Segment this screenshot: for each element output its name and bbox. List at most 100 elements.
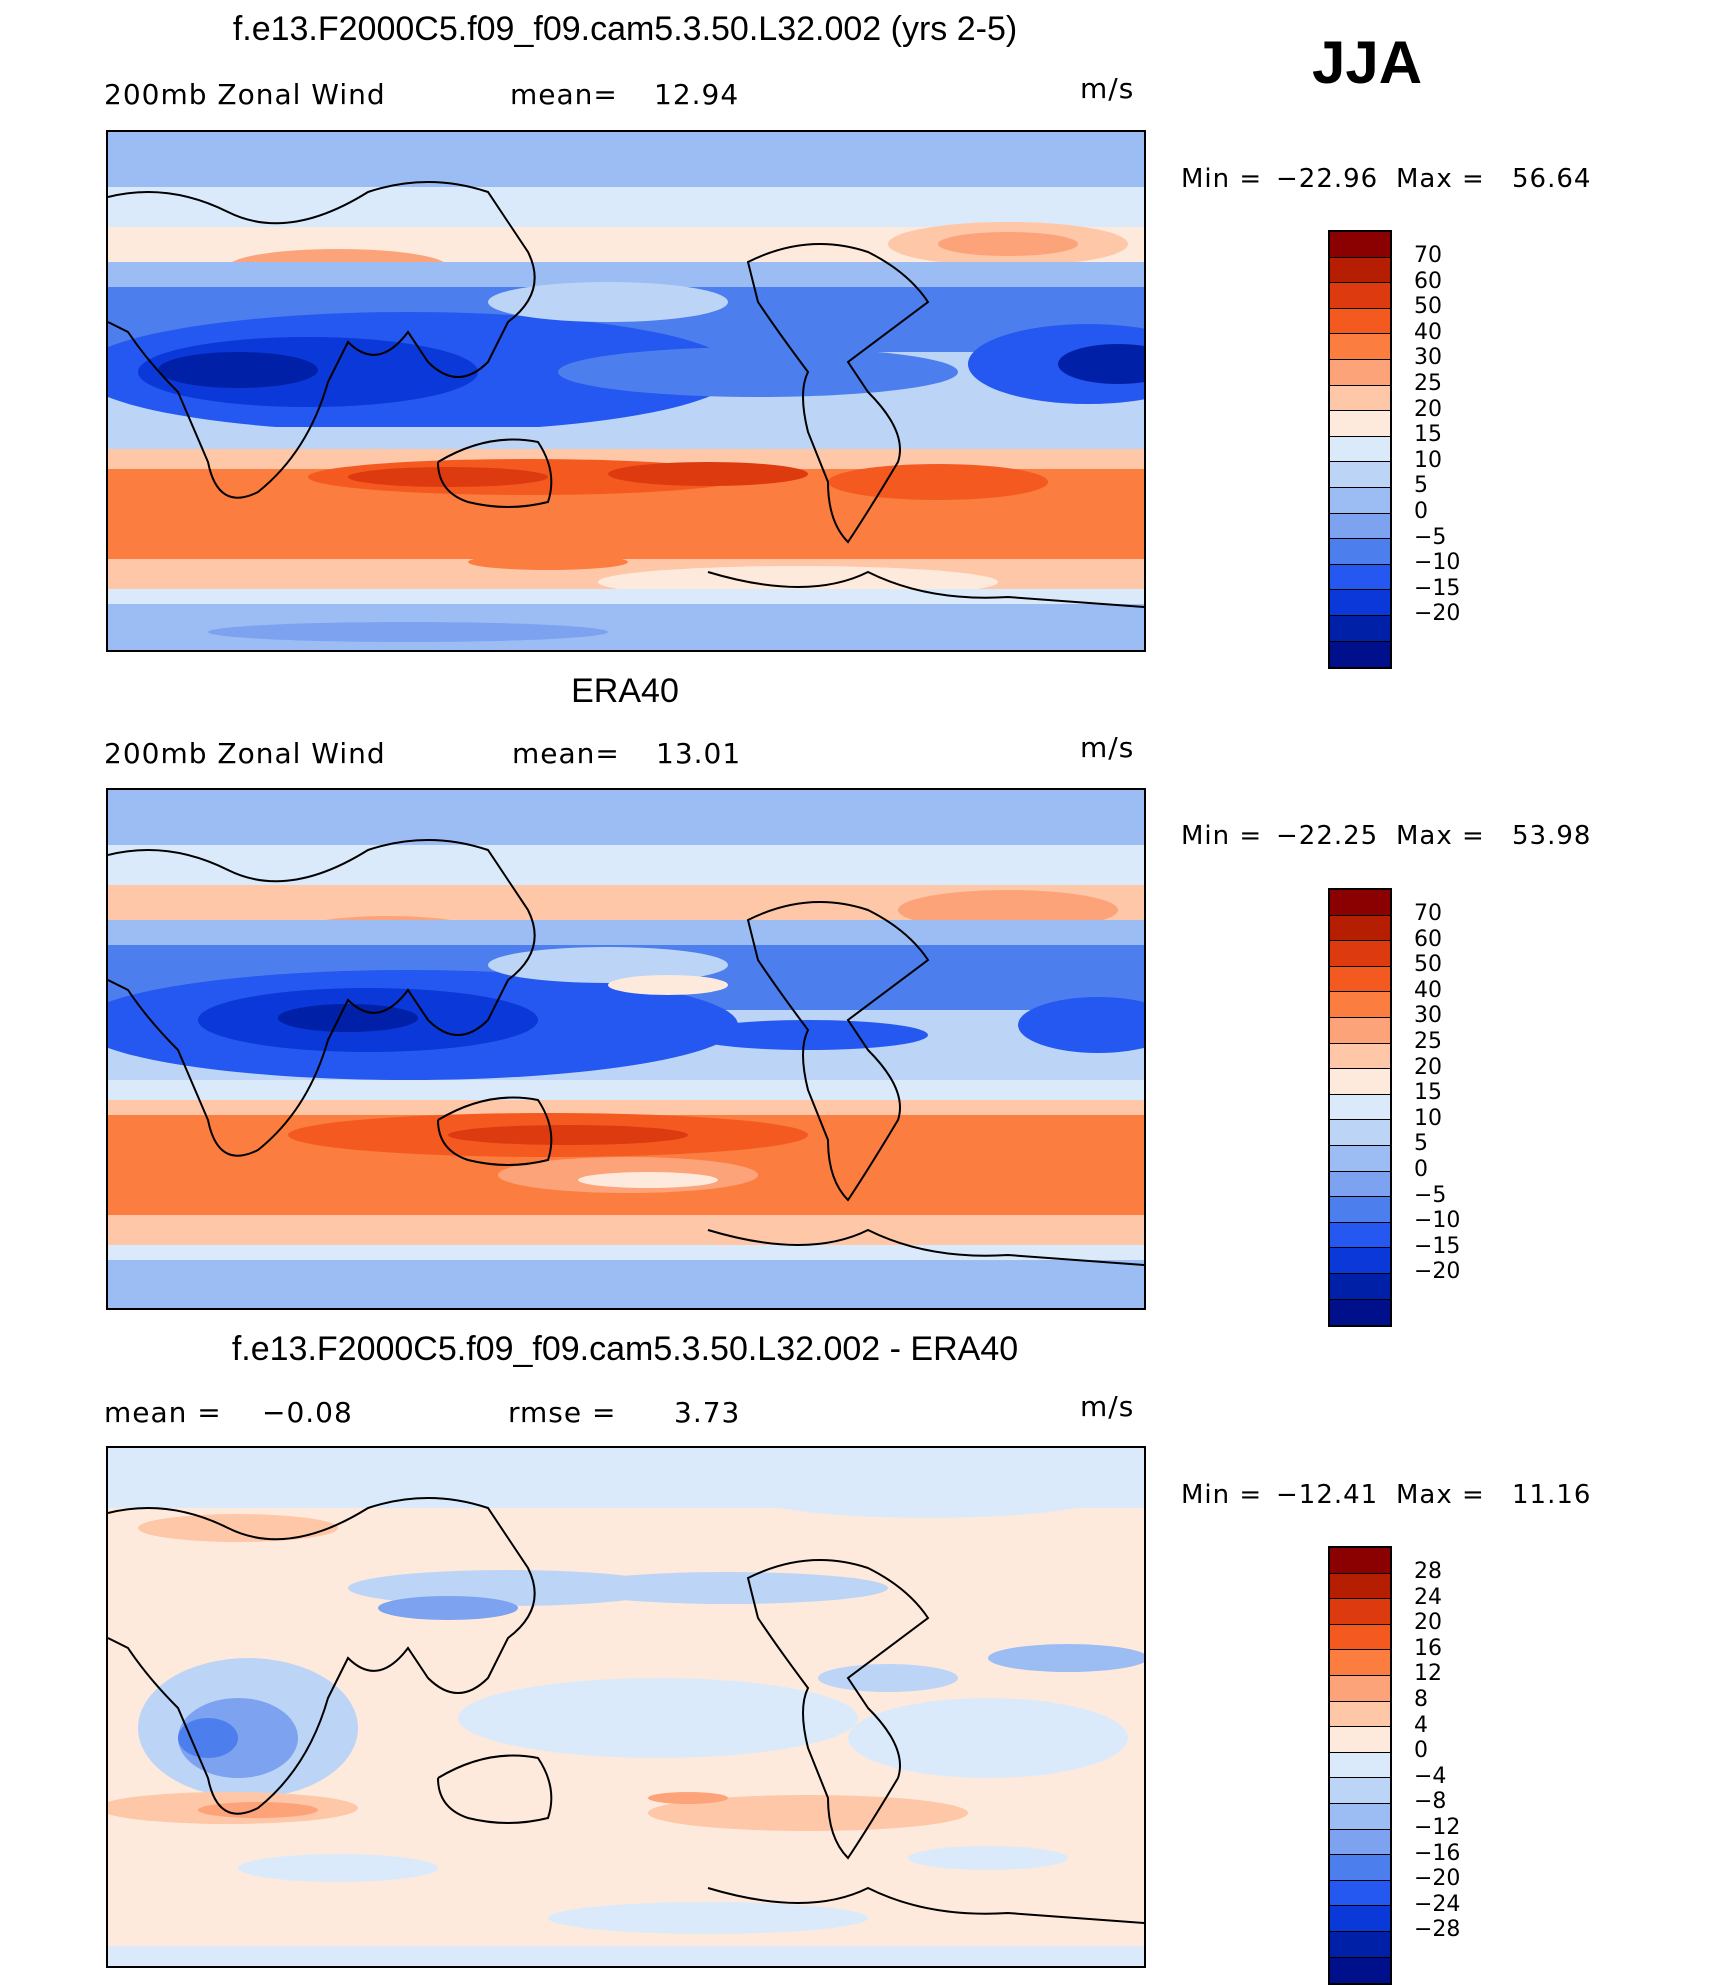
panel2-map <box>106 788 1146 1310</box>
panel1-colorbar <box>1328 230 1392 670</box>
panel3-mean-value: −0.08 <box>262 1396 353 1429</box>
panel3-units: m/s <box>1080 1390 1135 1423</box>
colorbar-swatch <box>1330 1017 1390 1044</box>
colorbar-swatch <box>1330 257 1390 284</box>
panel2-max-value: 53.98 <box>1512 821 1592 851</box>
panel1-max-value: 56.64 <box>1512 164 1592 194</box>
panel1-min-value: −22.96 <box>1276 164 1379 194</box>
panel1-contour-field <box>108 132 1144 650</box>
panel3-max-label: Max = <box>1396 1480 1485 1510</box>
colorbar-label: 15 <box>1414 422 1442 448</box>
colorbar-label: 60 <box>1414 268 1442 294</box>
panel2-contour-field <box>108 790 1144 1308</box>
colorbar-swatch <box>1330 283 1390 309</box>
colorbar-swatch <box>1330 1650 1390 1676</box>
colorbar-label: 0 <box>1414 1156 1428 1182</box>
colorbar-swatch <box>1330 1624 1390 1651</box>
panel2-max-label: Max = <box>1396 821 1485 851</box>
colorbar-swatch <box>1330 564 1390 591</box>
colorbar-label: 40 <box>1414 319 1442 345</box>
colorbar-swatch <box>1330 615 1390 642</box>
colorbar-swatch <box>1330 1599 1390 1625</box>
colorbar-label: 30 <box>1414 345 1442 371</box>
panel1-map <box>106 130 1146 652</box>
colorbar-label: −20 <box>1414 601 1461 627</box>
colorbar-swatch <box>1330 232 1390 258</box>
colorbar-swatch <box>1330 1069 1390 1095</box>
colorbar-swatch <box>1330 1701 1390 1728</box>
colorbar-swatch <box>1330 1043 1390 1070</box>
colorbar-label: −8 <box>1414 1789 1447 1815</box>
colorbar-swatch <box>1330 1957 1390 1984</box>
colorbar-label: −5 <box>1414 524 1447 550</box>
colorbar-swatch <box>1330 1171 1390 1198</box>
colorbar-label: 30 <box>1414 1003 1442 1029</box>
colorbar-label: −12 <box>1414 1814 1461 1840</box>
panel3-mean-label: mean = <box>104 1396 222 1429</box>
colorbar-label: 20 <box>1414 1054 1442 1080</box>
colorbar-swatch <box>1330 411 1390 437</box>
colorbar-label: 5 <box>1414 1131 1428 1157</box>
panel1-units: m/s <box>1080 72 1135 105</box>
panel3-min-value: −12.41 <box>1276 1480 1379 1510</box>
colorbar-swatch <box>1330 915 1390 942</box>
colorbar-label: 10 <box>1414 447 1442 473</box>
panel3-title: f.e13.F2000C5.f09_f09.cam5.3.50.L32.002 … <box>231 1330 1019 1368</box>
colorbar-label: 28 <box>1414 1559 1442 1584</box>
colorbar-swatch <box>1330 1675 1390 1702</box>
colorbar-label: 0 <box>1414 1738 1428 1764</box>
colorbar-label: 15 <box>1414 1080 1442 1106</box>
panel2-min-label: Min = <box>1181 821 1263 851</box>
colorbar-swatch <box>1330 462 1390 488</box>
colorbar-swatch <box>1330 1248 1390 1274</box>
colorbar-swatch <box>1330 1197 1390 1223</box>
colorbar-label: 70 <box>1414 243 1442 268</box>
panel1-max-label: Max = <box>1396 164 1485 194</box>
colorbar-swatch <box>1330 487 1390 514</box>
colorbar-label: 16 <box>1414 1635 1442 1661</box>
colorbar-swatch <box>1330 1829 1390 1856</box>
colorbar-label: −16 <box>1414 1840 1461 1866</box>
panel2-variable-label: 200mb Zonal Wind <box>104 737 386 770</box>
colorbar-label: 40 <box>1414 977 1442 1003</box>
colorbar-swatch <box>1330 1727 1390 1753</box>
colorbar-label: −20 <box>1414 1259 1461 1285</box>
panel1-title: f.e13.F2000C5.f09_f09.cam5.3.50.L32.002 … <box>232 10 1018 48</box>
colorbar-label: −20 <box>1414 1866 1461 1892</box>
panel3-max-value: 11.16 <box>1512 1480 1592 1510</box>
colorbar-label: 60 <box>1414 926 1442 952</box>
colorbar-label: −10 <box>1414 550 1461 576</box>
colorbar-swatch <box>1330 1299 1390 1326</box>
colorbar-swatch <box>1330 539 1390 565</box>
colorbar-swatch <box>1330 590 1390 616</box>
colorbar-label: 25 <box>1414 1028 1442 1054</box>
colorbar-label: −4 <box>1414 1763 1447 1789</box>
colorbar-swatch <box>1330 1573 1390 1600</box>
colorbar-swatch <box>1330 1120 1390 1146</box>
colorbar-swatch <box>1330 1803 1390 1830</box>
colorbar-swatch <box>1330 1880 1390 1907</box>
colorbar-swatch <box>1330 1931 1390 1958</box>
colorbar-swatch <box>1330 1548 1390 1574</box>
colorbar-swatch <box>1330 1273 1390 1300</box>
panel3-rmse-label: rmse = <box>508 1396 617 1429</box>
colorbar-swatch <box>1330 334 1390 360</box>
panel3-colorbar <box>1328 1546 1392 1985</box>
panel1-variable-label: 200mb Zonal Wind <box>104 78 386 111</box>
colorbar-swatch <box>1330 1222 1390 1249</box>
colorbar-label: 0 <box>1414 498 1428 524</box>
colorbar-swatch <box>1330 641 1390 668</box>
panel3-contour-field <box>108 1448 1144 1966</box>
panel2-min-value: −22.25 <box>1276 821 1379 851</box>
colorbar-label: −28 <box>1414 1917 1461 1943</box>
panel1-mean-label: mean= <box>510 78 618 111</box>
panel2-mean-label: mean= <box>512 737 620 770</box>
panel2-colorbar <box>1328 888 1392 1328</box>
panel2-colorbar-labels: 70 60 50 40 30 25 20 15 10 5 0 −5 −10 −15 −20 <box>1414 901 1460 1285</box>
colorbar-label: 10 <box>1414 1105 1442 1131</box>
panel3-min-label: Min = <box>1181 1480 1263 1510</box>
colorbar-label: 70 <box>1414 901 1442 926</box>
panel3-rmse-value: 3.73 <box>674 1396 741 1429</box>
panel3-colorbar-labels: 28 24 20 16 12 8 4 0 −4 −8 −12 −16 −20 −24 −28 <box>1414 1559 1460 1943</box>
colorbar-label: 5 <box>1414 473 1428 499</box>
